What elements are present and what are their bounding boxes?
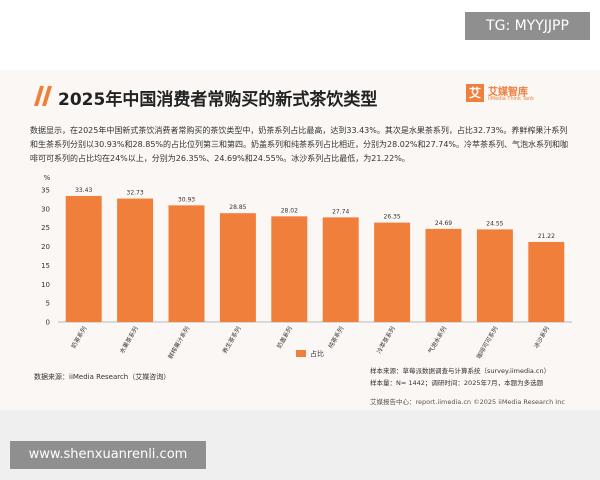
website: www.shenxuanrenli.com (10, 441, 206, 469)
data-label: 27.74 (332, 208, 349, 215)
bar (322, 217, 359, 322)
sample-size: 样本量：N= 1442；调研时间：2025年7月，本题为多选题 (370, 379, 544, 387)
chart-title: 2025年中国消费者常购买的新式茶饮类型 (58, 90, 378, 110)
bar (425, 228, 462, 322)
x-tick-label: 鲜榨果汁系列 (166, 325, 191, 360)
y-tick-label: 10 (41, 281, 50, 289)
source: 数据来源：iiMedia Research（艾媒咨询） (34, 373, 171, 381)
bar (117, 198, 154, 322)
x-tick-label: 气泡水系列 (426, 325, 448, 355)
logo-sub: iiMedia Think Tank (488, 96, 535, 102)
data-label: 24.55 (486, 220, 503, 227)
data-label: 26.35 (384, 214, 401, 221)
logo-name: 艾媒智库 (488, 87, 528, 98)
bar (374, 222, 411, 322)
x-tick-label: 咖啡可可系列 (475, 325, 500, 360)
data-label: 32.73 (127, 190, 144, 197)
bar (271, 216, 308, 322)
bar (528, 241, 565, 322)
data-label: 30.93 (178, 196, 195, 203)
y-tick-label: 5 (46, 300, 50, 308)
x-tick-label: 奶茶系列 (69, 325, 88, 350)
data-label: 33.43 (75, 187, 92, 194)
chart: % 0 5 10 15 20 25 30 35 33.43 32.73 30.93 28.85 28.0… (41, 174, 572, 360)
bar (219, 213, 256, 322)
data-label: 28.02 (281, 207, 298, 214)
y-axis-label: % (44, 174, 51, 182)
legend-label: 占比 (310, 349, 324, 358)
y-tick-label: 20 (41, 243, 50, 251)
y-tick-label: 15 (41, 262, 50, 270)
sample-source: 样本来源：草莓派数据调查与计算系统（survey.iimedia.cn） (370, 367, 551, 375)
bar (476, 229, 513, 322)
x-tick-label: 冷萃茶系列 (375, 325, 397, 355)
x-tick-label: 冰沙系列 (532, 325, 551, 350)
data-label: 28.85 (229, 204, 246, 211)
x-tick-label: 养生茶系列 (221, 325, 243, 355)
bar (65, 195, 102, 322)
y-tick-label: 25 (41, 224, 50, 232)
watermark: TG: MYYJJPP (465, 12, 590, 40)
footer: 艾媒报告中心：report.iimedia.cn ©2025 iiMedia R… (370, 398, 565, 406)
data-label: 24.69 (435, 220, 452, 227)
bar (168, 205, 205, 322)
logo-mark: 艾 (466, 84, 484, 102)
y-tick-label: 0 (46, 319, 50, 327)
y-tick-label: 30 (41, 205, 50, 213)
x-tick-label: 奶盖系列 (275, 325, 294, 350)
x-tick-label: 纯茶系列 (326, 325, 345, 350)
legend-swatch (296, 350, 306, 357)
description: 数据显示，在2025年中国新式茶饮消费者常购买的茶饮类型中，奶茶系列占比最高，达… (30, 126, 569, 163)
title-mark (34, 86, 52, 106)
x-tick-label: 水果茶系列 (118, 325, 140, 355)
data-label: 21.22 (538, 233, 555, 240)
y-tick-label: 35 (41, 187, 50, 195)
